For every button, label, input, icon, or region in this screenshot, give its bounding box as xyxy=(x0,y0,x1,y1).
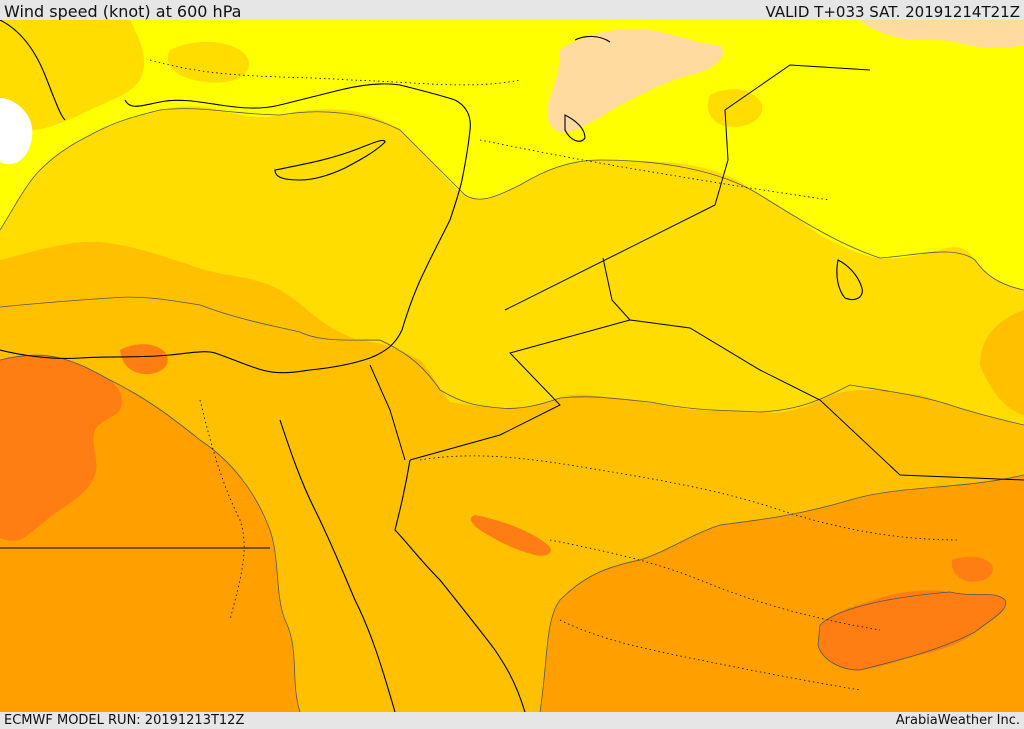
valid-time-label: VALID T+033 SAT. 20191214T21Z xyxy=(765,3,1020,21)
coastlines xyxy=(0,20,863,712)
gold-patch-iraq xyxy=(707,89,763,127)
dark-orange-egypt-red-sea xyxy=(470,515,551,556)
gold-patch-anatolia xyxy=(0,20,145,131)
gold-patch-syria xyxy=(516,184,599,242)
gold-patch-aegean xyxy=(167,41,250,83)
wind-speed-map xyxy=(0,20,1024,712)
contour-lines xyxy=(0,108,1024,712)
country-borders xyxy=(0,64,1024,549)
model-run-label: ECMWF MODEL RUN: 20191213T12Z xyxy=(4,713,245,728)
peach-band-turkey xyxy=(547,28,724,133)
white-band-aegean xyxy=(0,98,33,165)
province-borders xyxy=(149,59,961,691)
map-header: Wind speed (knot) at 600 hPa VALID T+033… xyxy=(0,0,1024,21)
dark-orange-libya xyxy=(0,355,122,541)
dark-orange-saudi xyxy=(818,590,1006,670)
yellow-band xyxy=(0,20,1024,290)
dark-orange-saudi-small xyxy=(951,556,993,582)
peach-band-northeast xyxy=(860,20,1024,48)
map-footer: ECMWF MODEL RUN: 20191213T12Z ArabiaWeat… xyxy=(0,712,1024,729)
amber-band-mediterranean xyxy=(0,241,400,375)
map-title: Wind speed (knot) at 600 hPa xyxy=(4,2,242,21)
credit-label: ArabiaWeather Inc. xyxy=(895,713,1020,728)
map-canvas xyxy=(0,20,1024,712)
dark-orange-libya-small xyxy=(120,344,168,375)
